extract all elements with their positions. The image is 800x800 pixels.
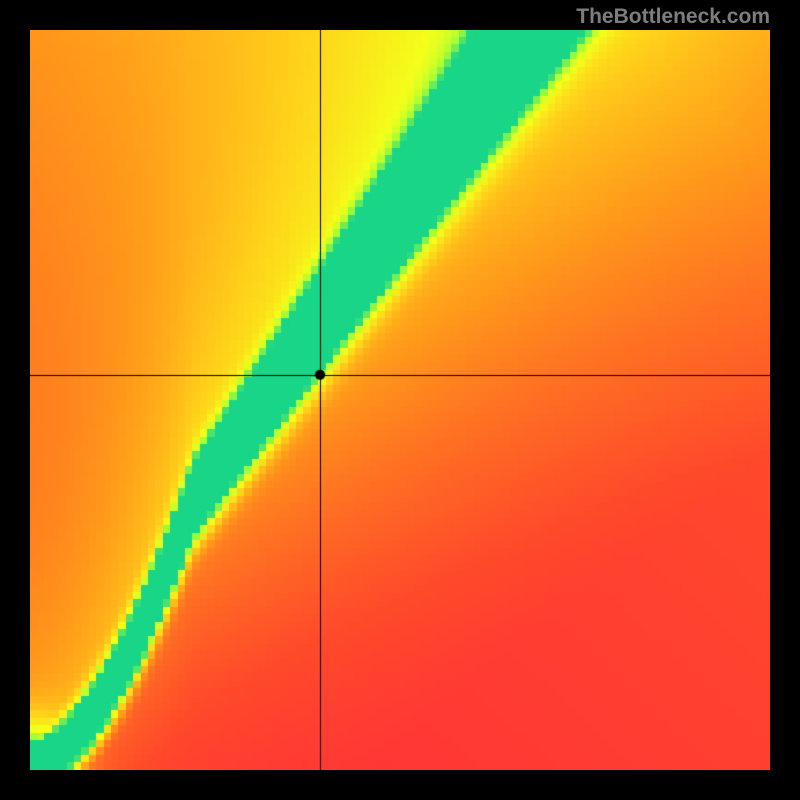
watermark-text: TheBottleneck.com bbox=[576, 5, 770, 29]
outer-frame: TheBottleneck.com bbox=[0, 0, 800, 800]
heatmap-canvas bbox=[30, 30, 770, 770]
